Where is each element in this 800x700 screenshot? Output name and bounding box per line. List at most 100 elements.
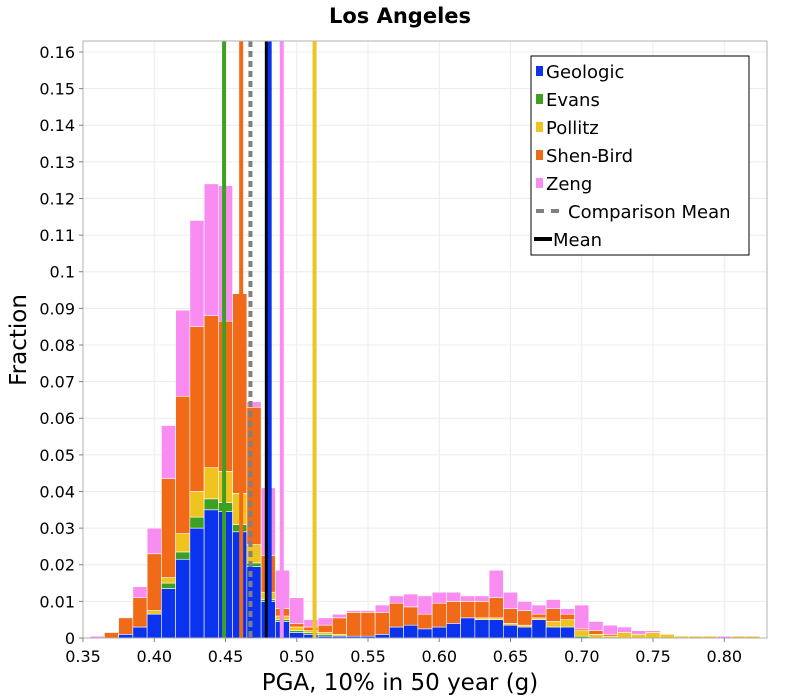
bar-segment-shen-bird bbox=[104, 632, 119, 639]
bar-segment-pollitz bbox=[175, 533, 191, 553]
bar-segment-evans bbox=[203, 498, 219, 511]
legend-label-evans: Evans bbox=[546, 90, 600, 111]
bar-segment-zeng bbox=[503, 591, 518, 609]
legend-swatch-zeng bbox=[536, 178, 543, 188]
bar-segment-shen-bird bbox=[588, 630, 604, 635]
y-tick-label: 0.14 bbox=[39, 116, 75, 135]
bar-segment-evans bbox=[189, 516, 205, 529]
bar-segment-pollitz bbox=[588, 634, 604, 639]
y-tick-label: 0.03 bbox=[39, 519, 75, 538]
x-axis-label: PGA, 10% in 50 year (g) bbox=[262, 670, 539, 696]
x-tick-label: 0.45 bbox=[208, 647, 244, 666]
x-tick-label: 0.80 bbox=[706, 647, 742, 666]
bar-segment-zeng bbox=[289, 597, 305, 624]
y-tick-label: 0.04 bbox=[39, 482, 75, 501]
bar-segment-shen-bird bbox=[560, 613, 575, 620]
y-tick-label: 0.06 bbox=[39, 409, 75, 428]
bar-segment-zeng bbox=[417, 595, 433, 615]
bar-segment-shen-bird bbox=[446, 601, 461, 624]
bar-segment-zeng bbox=[374, 604, 390, 613]
bar-segment-zeng bbox=[189, 220, 205, 327]
bar-segment-shen-bird bbox=[403, 606, 419, 626]
y-tick-label: 0.09 bbox=[39, 299, 75, 318]
x-tick-label: 0.65 bbox=[493, 647, 529, 666]
bar-segment-zeng bbox=[431, 591, 447, 604]
bar-segment-shen-bird bbox=[161, 478, 176, 578]
y-tick-label: 0.1 bbox=[50, 263, 75, 282]
y-axis-label: Fraction bbox=[6, 294, 32, 386]
bar-segment-zeng bbox=[545, 599, 561, 609]
y-tick-label: 0.02 bbox=[39, 556, 75, 575]
bar-segment-shen-bird bbox=[118, 617, 134, 635]
bar-segment-geologic bbox=[517, 626, 533, 639]
bar-segment-zeng bbox=[517, 601, 533, 611]
x-tick-label: 0.75 bbox=[635, 647, 671, 666]
legend-swatch-shen-bird bbox=[536, 150, 543, 160]
bar-segment-zeng bbox=[446, 591, 461, 602]
y-tick-label: 0.08 bbox=[39, 336, 75, 355]
bar-segment-zeng bbox=[346, 610, 362, 613]
bar-segment-shen-bird bbox=[360, 612, 376, 637]
bar-segment-geologic bbox=[389, 626, 404, 639]
bar-segment-pollitz bbox=[545, 621, 561, 628]
bar-segment-pollitz bbox=[560, 619, 575, 628]
bar-segment-pollitz bbox=[146, 610, 162, 615]
bar-segment-shen-bird bbox=[332, 617, 347, 635]
x-tick-label: 0.60 bbox=[421, 647, 457, 666]
bar-segment-zeng bbox=[460, 595, 476, 602]
bar-segment-shen-bird bbox=[431, 602, 447, 628]
bar-segment-zeng bbox=[617, 626, 632, 633]
bar-segment-shen-bird bbox=[289, 623, 305, 628]
y-tick-label: 0.15 bbox=[39, 80, 75, 99]
bar-segment-zeng bbox=[488, 569, 504, 599]
legend-label-geologic: Geologic bbox=[546, 62, 624, 83]
bar-segment-geologic bbox=[560, 626, 575, 639]
bar-segment-zeng bbox=[531, 604, 547, 615]
bar-segment-pollitz bbox=[631, 634, 647, 639]
plot-frame bbox=[82, 40, 768, 639]
bar-segment-zeng bbox=[474, 595, 490, 602]
y-tick-label: 0 bbox=[65, 629, 75, 648]
bar-segment-zeng bbox=[317, 617, 333, 626]
bar-segment-zeng bbox=[631, 630, 647, 635]
bar-segment-geologic bbox=[289, 632, 305, 639]
legend-label-zeng: Zeng bbox=[546, 174, 592, 195]
y-tick-label: 0.07 bbox=[39, 373, 75, 392]
bar-segment-shen-bird bbox=[374, 612, 390, 635]
reference-lines bbox=[222, 41, 317, 638]
legend-label-pollitz: Pollitz bbox=[546, 118, 599, 139]
y-tick-label: 0.11 bbox=[39, 226, 75, 245]
x-axis-ticks: 0.35 0.40 0.45 0.50 0.55 0.60 0.65 0.70 0.75 0.80 bbox=[65, 638, 742, 666]
bar-segment-geologic bbox=[403, 624, 419, 639]
bar-segment-geologic bbox=[118, 634, 134, 639]
bar-segment-pollitz bbox=[659, 634, 675, 639]
bar-segment-pollitz bbox=[203, 467, 219, 500]
legend-swatch-geologic bbox=[536, 66, 543, 76]
legend-label-mean: Mean bbox=[553, 230, 602, 251]
bar-segment-geologic bbox=[488, 619, 504, 639]
bar-segment-zeng bbox=[574, 604, 590, 630]
bar-segment-shen-bird bbox=[503, 608, 518, 624]
bar-segment-geologic bbox=[417, 628, 433, 639]
bar-segment-shen-bird bbox=[175, 395, 191, 534]
bar-segment-geologic bbox=[503, 624, 518, 639]
bar-segment-zeng bbox=[332, 613, 347, 619]
legend-swatch-pollitz bbox=[536, 122, 543, 132]
y-axis-ticks: 0 0.01 0.02 0.03 0.04 0.05 0.06 0.07 0.08 0.09 0.1… bbox=[39, 43, 83, 648]
bar-segment-zeng bbox=[389, 595, 404, 604]
bar-segment-geologic bbox=[446, 623, 461, 639]
bar-segment-shen-bird bbox=[460, 601, 476, 619]
bar-segment-zeng bbox=[203, 183, 219, 316]
y-tick-label: 0.01 bbox=[39, 592, 75, 611]
bar-segment-shen-bird bbox=[203, 315, 219, 468]
bar-segment-shen-bird bbox=[488, 597, 504, 619]
bar-segment-pollitz bbox=[189, 491, 205, 518]
bar-segment-shen-bird bbox=[389, 602, 404, 628]
bar-segment-pollitz bbox=[161, 577, 176, 584]
legend-label-comparison-mean: Comparison Mean bbox=[568, 202, 731, 223]
bar-segment-shen-bird bbox=[346, 612, 362, 637]
bar-segment-geologic bbox=[374, 634, 390, 639]
bar-segment-pollitz bbox=[574, 630, 590, 637]
x-tick-label: 0.35 bbox=[65, 647, 101, 666]
bar-segment-zeng bbox=[403, 593, 419, 608]
